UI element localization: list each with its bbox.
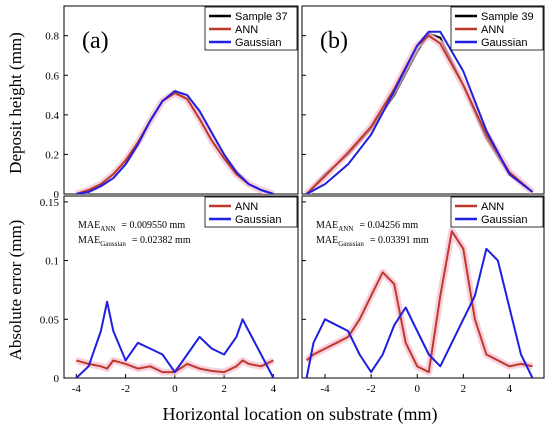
x-axis-label: Horizontal location on substrate (mm): [163, 404, 438, 425]
legend-entry: Sample 39: [481, 11, 534, 23]
mae-annotation: MAEANN = 0.009550 mm: [78, 220, 185, 233]
mae-value: = 0.03391 mm: [370, 235, 429, 246]
panel-label: (b): [320, 28, 348, 54]
legend-entry: Gaussian: [481, 37, 527, 49]
y-tick-label: 0.1: [45, 256, 59, 268]
series-line-ann: [305, 34, 534, 194]
legend-box: [204, 196, 298, 228]
axes-frame: [301, 5, 545, 195]
bottom-ylabel: Absolute error (mm): [6, 220, 25, 361]
plot-area: [75, 300, 275, 378]
plot-area: [75, 89, 275, 194]
mae-subscript: ANN: [100, 225, 115, 233]
legend-entry: Gaussian: [481, 214, 527, 226]
series-line-gaussian: [75, 300, 275, 378]
y-tick-label: 0.15: [40, 197, 60, 209]
y-tick-label: 0.6: [45, 70, 59, 82]
y-tick-label: 0: [54, 373, 60, 385]
y-tick-label: 0.4: [45, 110, 59, 122]
series-line-gaussian: [76, 90, 274, 194]
x-tick-label: 4: [271, 383, 277, 395]
mae-annotation: MAEGaussian = 0.03391 mm: [316, 235, 429, 248]
y-tick-label: 0.2: [45, 149, 59, 161]
mae-value: = 0.04256 mm: [359, 220, 418, 231]
legend-box: [450, 196, 544, 228]
legend-entry: ANN: [481, 201, 504, 213]
axes-frame: [301, 195, 545, 379]
ann-uncertainty-band: [304, 227, 534, 376]
panel-label: (a): [82, 28, 109, 54]
series-line-gaussian: [306, 30, 534, 194]
x-tick-label: 0: [414, 383, 420, 395]
mae-subscript: Gaussian: [338, 240, 364, 248]
mae-label: MAE: [316, 220, 338, 231]
series-line-ann: [305, 230, 533, 374]
mae-label: MAE: [78, 235, 100, 246]
x-tick-label: -4: [72, 383, 82, 395]
legend-entry: Sample 37: [235, 11, 288, 23]
x-tick-label: -2: [367, 383, 376, 395]
mae-annotation: MAEGaussian = 0.02382 mm: [78, 235, 191, 248]
y-tick-label: 0.8: [45, 31, 59, 43]
plot-area: [304, 227, 534, 378]
legend-entry: Gaussian: [235, 37, 281, 49]
x-tick-label: -2: [121, 383, 130, 395]
x-tick-label: 2: [461, 383, 467, 395]
legend-entry: Gaussian: [235, 214, 281, 226]
top-ylabel: Deposit height (mm): [6, 32, 25, 174]
series-line-gaussian: [305, 247, 534, 378]
legend-entry: ANN: [235, 24, 258, 36]
legend-entry: ANN: [481, 24, 504, 36]
y-tick-label: 0.05: [40, 314, 60, 326]
legend-entry: ANN: [235, 201, 258, 213]
mae-subscript: Gaussian: [100, 240, 126, 248]
mae-subscript: ANN: [338, 225, 353, 233]
mae-label: MAE: [316, 235, 338, 246]
plot-area: [304, 30, 535, 194]
mae-value: = 0.009550 mm: [121, 220, 185, 231]
x-tick-label: -4: [320, 383, 330, 395]
axes-frame: [63, 5, 299, 195]
mae-label: MAE: [78, 220, 100, 231]
x-tick-label: 4: [507, 383, 513, 395]
mae-value: = 0.02382 mm: [132, 235, 191, 246]
x-tick-label: 0: [172, 383, 178, 395]
mae-annotation: MAEANN = 0.04256 mm: [316, 220, 418, 233]
x-tick-label: 2: [221, 383, 227, 395]
y-tick-label: 0: [54, 189, 60, 201]
axes-frame: [63, 195, 299, 379]
